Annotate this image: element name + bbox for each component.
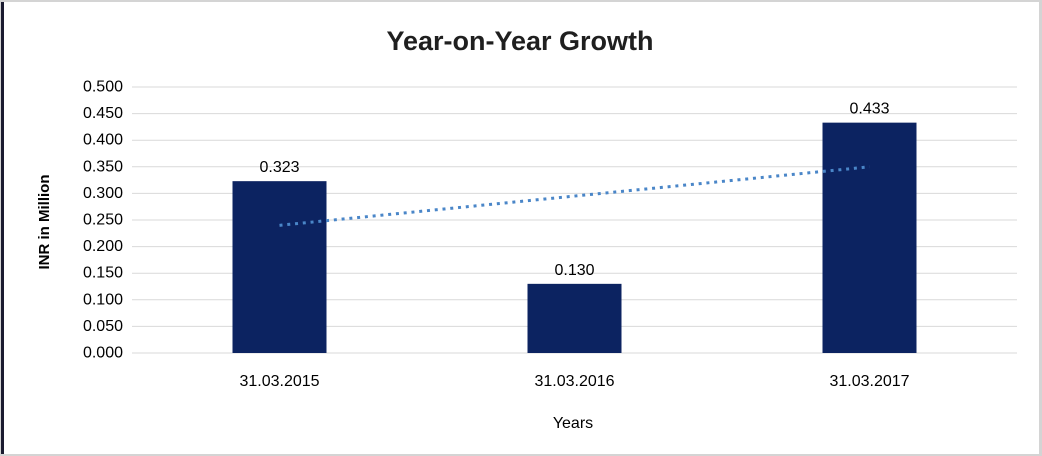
y-tick-label: 0.450	[83, 105, 123, 122]
trendline	[279, 165, 870, 227]
y-tick-label: 0.050	[83, 318, 123, 335]
data-label: 0.323	[259, 159, 299, 176]
bar	[822, 122, 917, 353]
y-tick-label: 0.300	[83, 185, 123, 202]
y-tick-label: 0.100	[83, 291, 123, 308]
y-tick-label: 0.400	[83, 132, 123, 149]
data-label: 0.433	[849, 101, 889, 118]
y-tick-label: 0.200	[83, 238, 123, 255]
x-axis-title: Years	[552, 415, 594, 432]
left-edge-accent-line	[1, 2, 4, 454]
x-tick-label: 31.03.2017	[829, 373, 909, 390]
y-tick-label: 0.000	[83, 345, 123, 362]
chart-title: Year-on-Year Growth	[386, 26, 654, 56]
y-tick-label: 0.500	[83, 79, 123, 96]
y-tick-label: 0.150	[83, 265, 123, 282]
y-tick-label: 0.350	[83, 158, 123, 175]
data-label: 0.130	[554, 262, 594, 279]
bar	[527, 283, 622, 353]
bar	[232, 181, 327, 353]
x-tick-label: 31.03.2015	[239, 373, 319, 390]
x-tick-label: 31.03.2016	[534, 373, 614, 390]
y-tick-label: 0.250	[83, 212, 123, 229]
